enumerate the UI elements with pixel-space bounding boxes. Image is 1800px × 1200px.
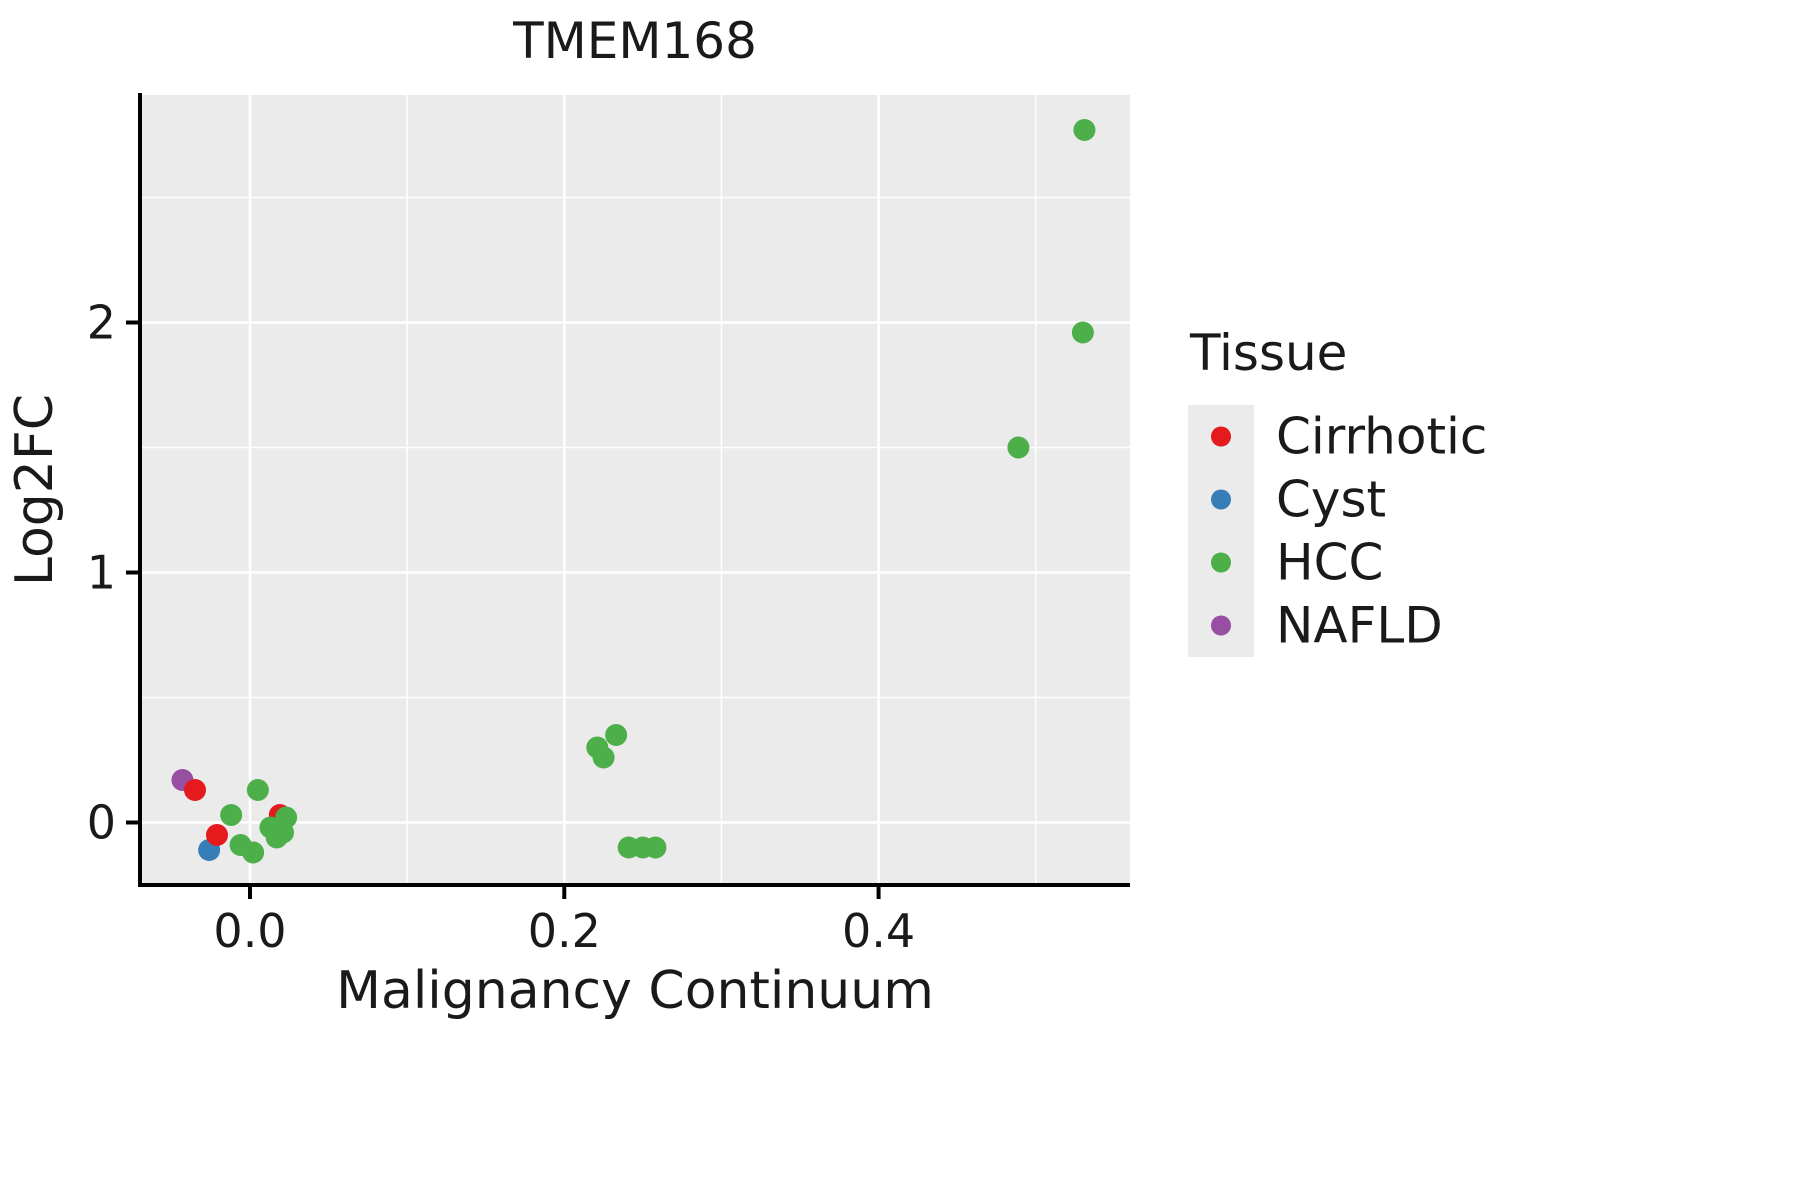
y-axis-label: Log2FC <box>5 394 65 586</box>
plot-panel: 0.0 0.2 0.4 0 1 2 <box>87 93 1130 958</box>
legend-key-dot-cyst <box>1211 489 1231 510</box>
data-point-hcc <box>605 724 628 746</box>
data-point-hcc <box>1073 119 1096 141</box>
y-tick-label: 1 <box>87 546 116 600</box>
legend-item-label: Cyst <box>1276 471 1386 529</box>
panel-background <box>140 95 1130 885</box>
data-point-hcc <box>275 806 298 829</box>
data-point-cirrhotic <box>206 824 228 846</box>
data-point-hcc <box>1071 321 1094 344</box>
y-tick-label: 2 <box>87 296 116 350</box>
legend-title: Tissue <box>1189 324 1347 382</box>
y-tick-label: 0 <box>87 796 116 850</box>
chart-title: TMEM168 <box>512 12 757 70</box>
legend-item-label: Cirrhotic <box>1276 408 1487 466</box>
x-tick-label: 0.2 <box>528 904 601 958</box>
data-points-layer <box>171 119 1096 864</box>
legend-item-label: HCC <box>1276 534 1383 592</box>
legend-item-label: NAFLD <box>1276 597 1443 655</box>
legend-key-dot-hcc <box>1211 552 1231 573</box>
legend-key-dot-cirrhotic <box>1211 426 1231 447</box>
legend-key-dot-nafld <box>1211 615 1231 636</box>
data-point-hcc <box>220 804 243 826</box>
x-axis-label: Malignancy Continuum <box>336 961 934 1021</box>
data-point-hcc <box>1007 436 1030 459</box>
x-tick-label: 0.0 <box>213 904 286 958</box>
data-point-hcc <box>246 779 269 801</box>
data-point-hcc <box>592 746 615 769</box>
data-point-cirrhotic <box>184 779 206 801</box>
x-tick-label: 0.4 <box>842 904 915 958</box>
data-point-hcc <box>242 841 265 864</box>
data-point-hcc <box>644 836 667 859</box>
